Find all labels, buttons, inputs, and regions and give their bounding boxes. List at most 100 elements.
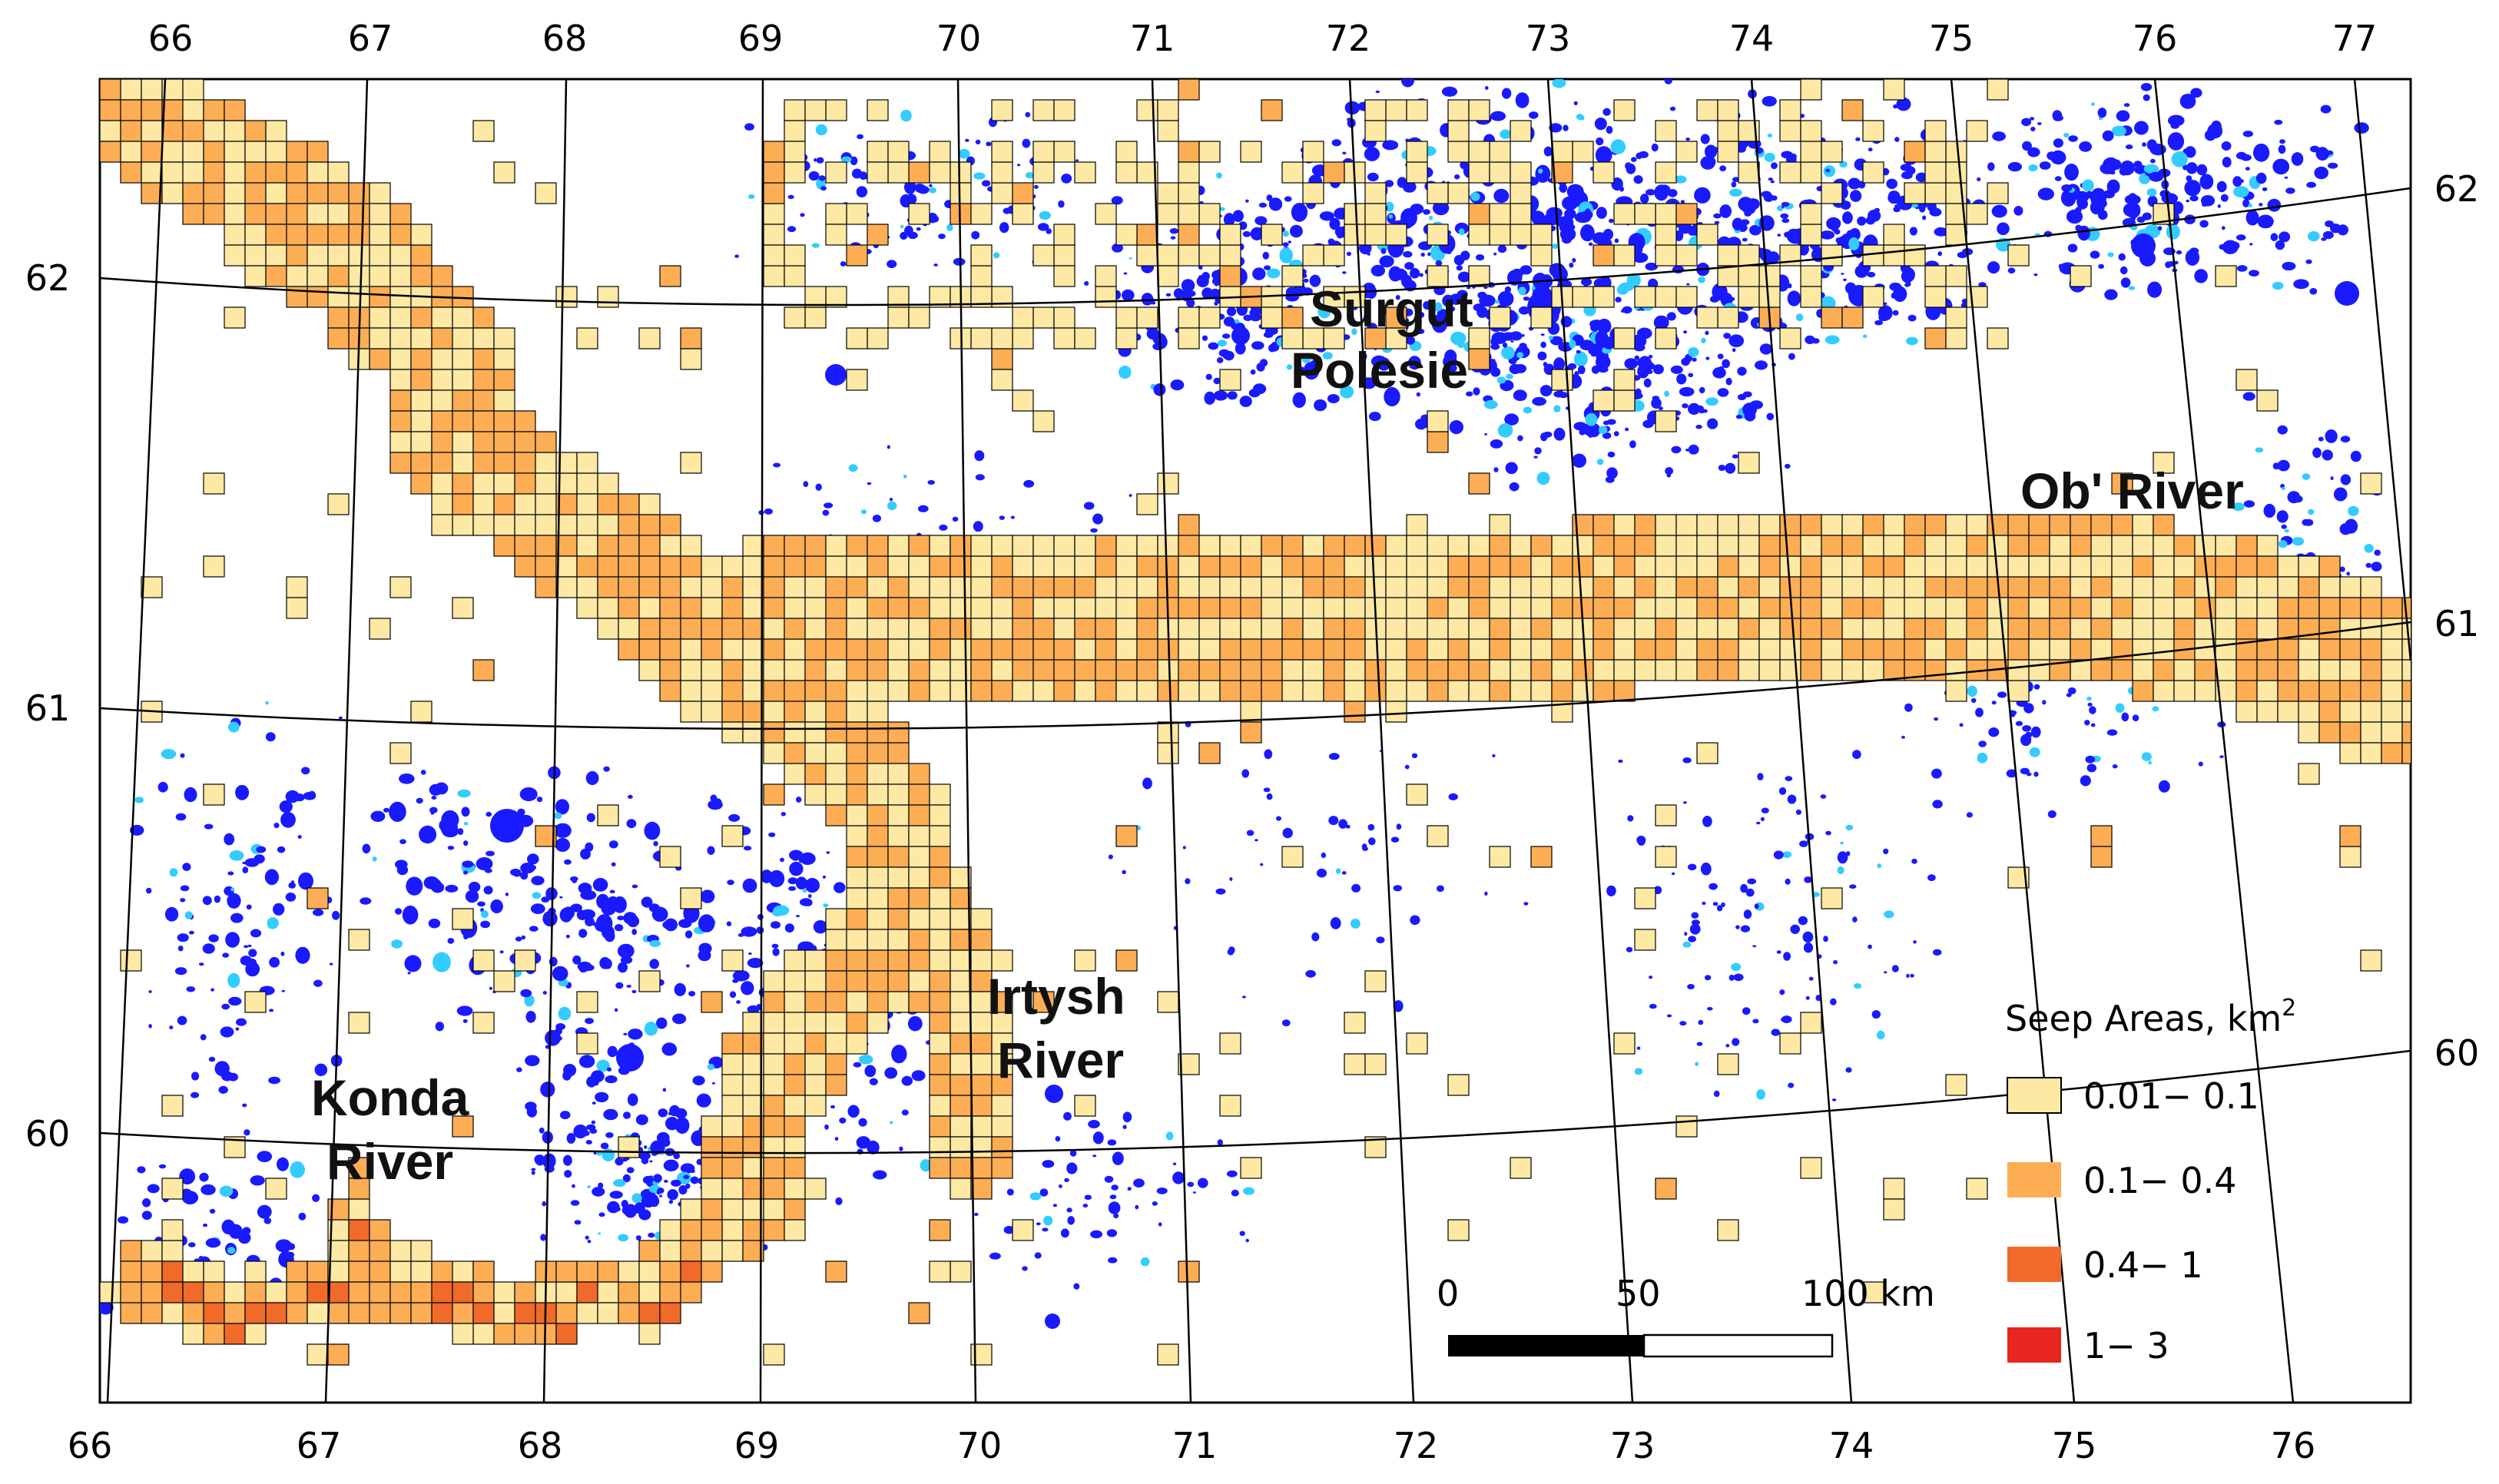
seep-cell [970, 1053, 993, 1075]
seep-cell [721, 1032, 744, 1055]
seep-cell [1468, 161, 1490, 184]
water-body [1596, 459, 1604, 465]
water-body [525, 1011, 536, 1023]
seep-cell [431, 1260, 453, 1283]
water-body [626, 985, 631, 988]
seep-cell [1717, 244, 1739, 267]
water-body [1978, 740, 1987, 747]
legend-label-3: 0.4− 1 [2083, 1244, 2203, 1286]
seep-cell [784, 1136, 806, 1158]
seep-cell [1489, 224, 1511, 246]
seep-cell [1779, 327, 1801, 349]
seep-cell [1489, 597, 1511, 619]
water-body [900, 224, 904, 229]
water-body [1756, 1089, 1766, 1100]
water-body [202, 896, 212, 906]
water-body [1292, 392, 1307, 408]
seep-cell [203, 161, 225, 184]
water-body [2248, 215, 2254, 220]
seep-cell [929, 555, 951, 578]
water-body [1760, 817, 1765, 822]
seep-cell [887, 618, 910, 640]
seep-cell [1758, 638, 1781, 661]
top-tick-label: 71 [1130, 18, 1175, 59]
seep-cell [1593, 597, 1615, 619]
seep-cell [846, 991, 868, 1013]
seep-cell [1032, 141, 1055, 163]
water-body [396, 865, 409, 876]
seep-cell [1924, 141, 1947, 163]
seep-cell [1406, 659, 1428, 681]
seep-cell [2090, 514, 2113, 536]
water-body [1515, 92, 1530, 108]
water-body [1510, 331, 1523, 341]
seep-cell [1447, 555, 1470, 578]
water-body [273, 823, 280, 829]
water-body [799, 852, 816, 865]
seep-cell [1551, 576, 1573, 598]
seep-cell [555, 555, 578, 578]
water-body [269, 1009, 274, 1012]
seep-cell [1344, 203, 1366, 225]
water-body [1484, 891, 1488, 896]
water-body [188, 930, 194, 935]
seep-cell [887, 887, 910, 909]
seep-cell [1966, 1178, 1988, 1200]
seep-cell [638, 1302, 661, 1324]
seep-cell [2028, 638, 2050, 661]
seep-cell [1385, 701, 1407, 723]
seep-cell [1924, 555, 1947, 578]
seep-cell [244, 120, 267, 142]
seep-cell [908, 161, 930, 184]
seep-cell [1178, 203, 1200, 225]
seep-cell [804, 1032, 827, 1055]
parallel-62 [100, 187, 2411, 306]
seep-cell [1198, 597, 1221, 619]
seep-cell [224, 99, 246, 121]
seep-cell [701, 1260, 723, 1283]
water-body [780, 857, 784, 863]
water-body [606, 1067, 612, 1072]
water-body [2171, 151, 2188, 167]
water-body [1977, 177, 1981, 181]
seep-cell [1032, 555, 1055, 578]
water-body [2276, 510, 2289, 523]
seep-cell [846, 597, 868, 619]
water-body [1470, 192, 1480, 201]
water-body [2023, 703, 2034, 714]
water-body [597, 1232, 602, 1235]
seep-cell [2381, 638, 2403, 661]
water-body [1747, 878, 1757, 885]
water-body [2126, 202, 2141, 219]
water-body [1218, 349, 1230, 357]
seep-cell [1675, 638, 1698, 661]
seep-cell [431, 265, 453, 287]
seep-cell [1613, 659, 1636, 681]
water-body [1574, 212, 1592, 224]
seep-cell [1157, 555, 1179, 578]
water-body [1342, 151, 1347, 155]
water-body [1335, 868, 1341, 874]
seep-cell [1178, 535, 1200, 557]
water-body [1379, 255, 1394, 268]
seep-cell [1302, 638, 1324, 661]
water-body [2374, 549, 2381, 556]
water-body [564, 859, 572, 865]
water-body [413, 891, 416, 894]
water-body [540, 1234, 547, 1241]
seep-cell [950, 1074, 972, 1096]
water-body [2354, 122, 2369, 134]
water-body [1034, 1252, 1042, 1259]
seep-cell [203, 141, 225, 163]
water-body [1587, 424, 1599, 436]
seep-cell [950, 659, 972, 681]
water-body [177, 1015, 187, 1025]
seep-cell [1634, 535, 1656, 557]
seep-cell [1634, 286, 1656, 308]
water-body [802, 889, 807, 893]
seep-cell [410, 452, 433, 474]
seep-cell [1074, 1095, 1096, 1117]
seep-cell [1945, 514, 1967, 536]
seep-cell [431, 389, 453, 412]
water-body [617, 916, 625, 921]
